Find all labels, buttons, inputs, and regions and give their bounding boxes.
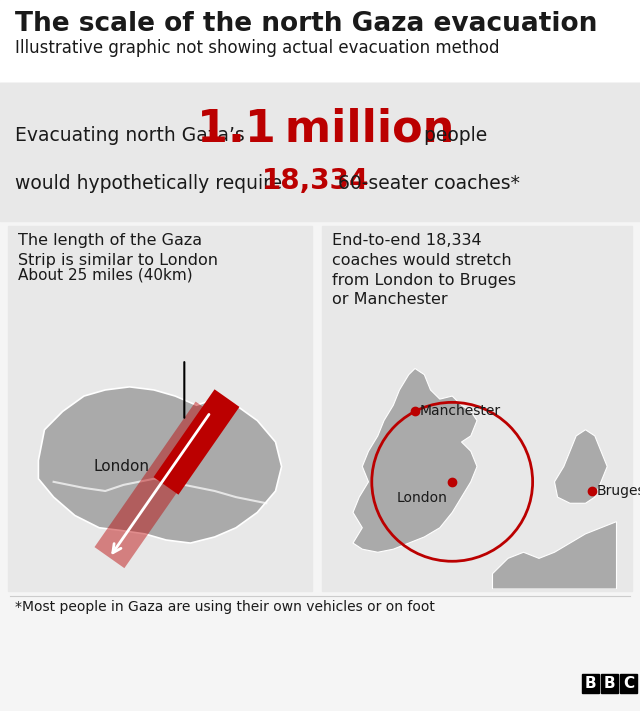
Text: 60-seater coaches*: 60-seater coaches*	[332, 174, 520, 193]
Bar	[582, 674, 599, 693]
Text: people: people	[418, 126, 487, 145]
Polygon shape	[154, 390, 239, 495]
Bar	[0, 83, 640, 221]
Text: London: London	[397, 491, 447, 505]
Text: London: London	[93, 459, 149, 474]
Text: Illustrative graphic not showing actual evacuation method: Illustrative graphic not showing actual …	[15, 39, 499, 57]
Text: Manchester: Manchester	[420, 405, 500, 418]
Bar	[322, 226, 632, 591]
Text: C: C	[623, 676, 634, 691]
Polygon shape	[554, 429, 607, 503]
Text: Bruges: Bruges	[596, 484, 640, 498]
Polygon shape	[38, 387, 282, 543]
Text: Evacuating north Gaza’s: Evacuating north Gaza’s	[15, 126, 251, 145]
Text: B: B	[604, 676, 615, 691]
Text: 18,334: 18,334	[262, 167, 369, 195]
Bar	[8, 226, 312, 591]
Text: *Most people in Gaza are using their own vehicles or on foot: *Most people in Gaza are using their own…	[15, 600, 435, 614]
Polygon shape	[353, 368, 477, 552]
Text: About 25 miles (40km): About 25 miles (40km)	[18, 268, 193, 283]
Text: B: B	[585, 676, 596, 691]
Bar	[601, 674, 618, 693]
Polygon shape	[95, 402, 225, 568]
Text: The length of the Gaza
Strip is similar to London: The length of the Gaza Strip is similar …	[18, 233, 218, 268]
Bar	[0, 0, 640, 81]
Text: The scale of the north Gaza evacuation: The scale of the north Gaza evacuation	[15, 11, 597, 37]
Text: End-to-end 18,334
coaches would stretch
from London to Bruges
or Manchester: End-to-end 18,334 coaches would stretch …	[332, 233, 516, 307]
Bar	[620, 674, 637, 693]
Polygon shape	[493, 522, 616, 589]
Text: 1.1 million: 1.1 million	[197, 107, 454, 150]
Text: would hypothetically require: would hypothetically require	[15, 174, 288, 193]
